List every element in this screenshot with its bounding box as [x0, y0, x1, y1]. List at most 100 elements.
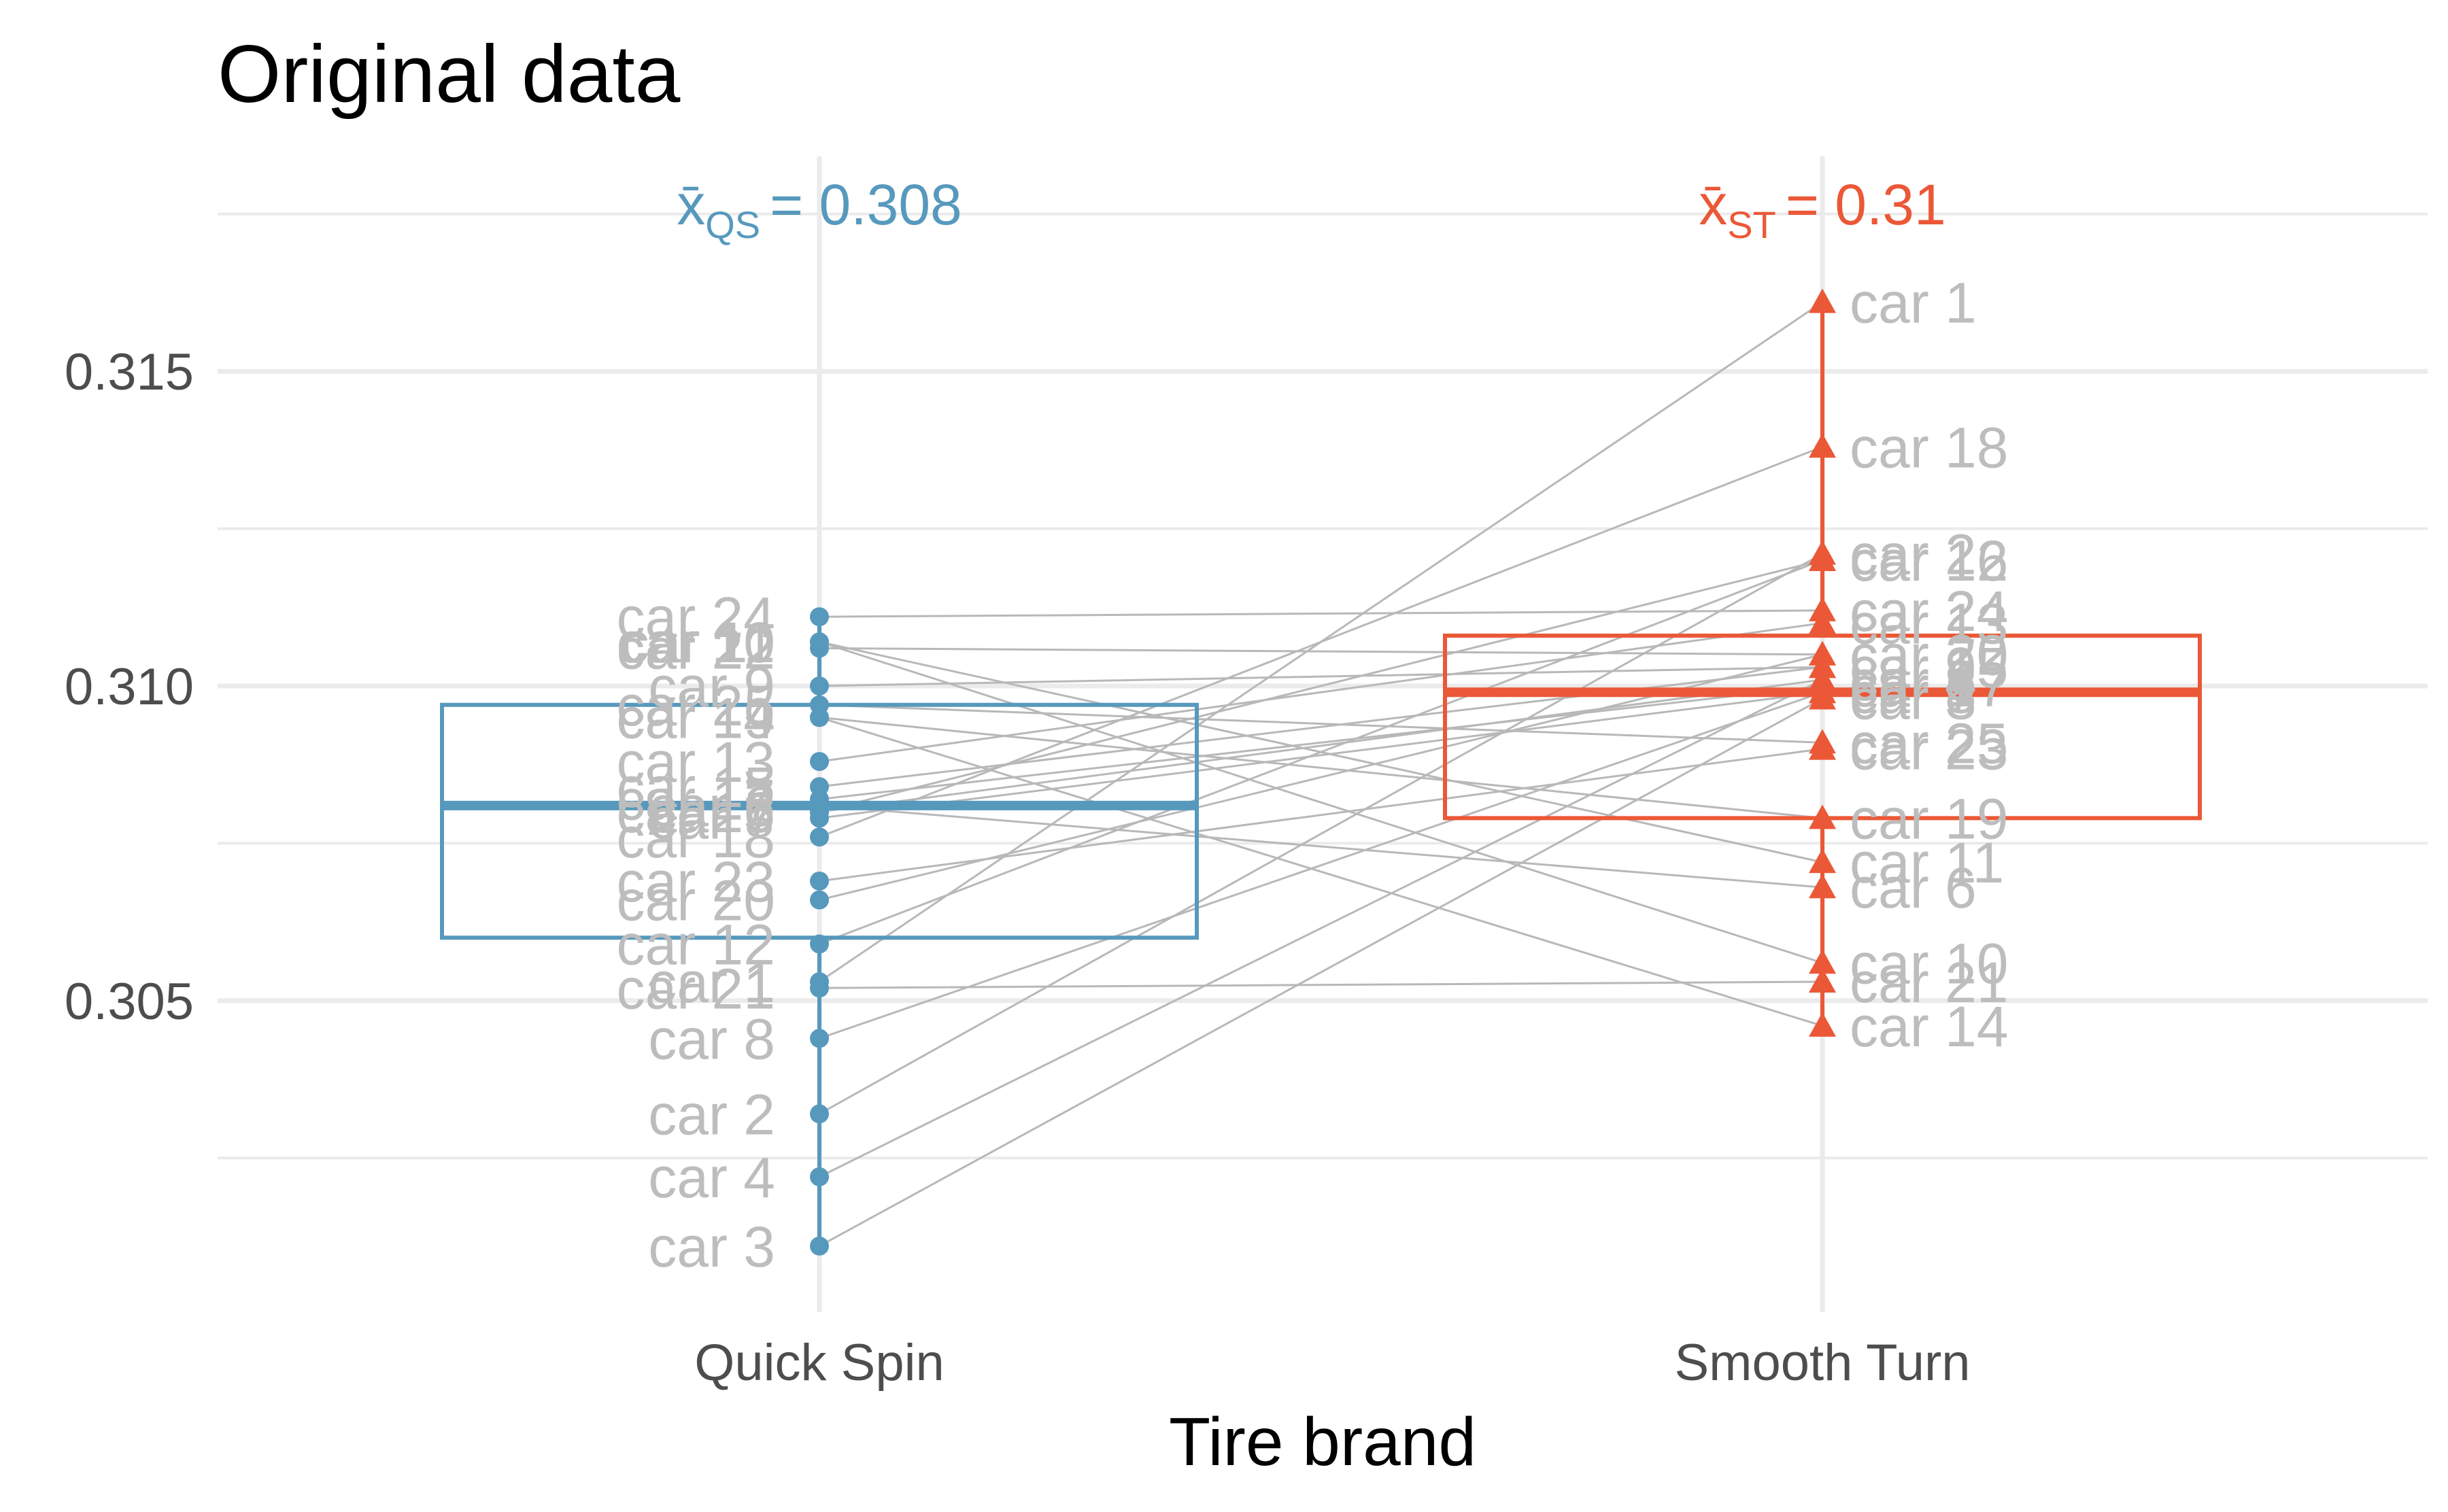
- mean-symbol: x̄: [677, 173, 705, 237]
- quick-spin-point-label: car 4: [648, 1146, 775, 1209]
- quick-spin-point-label: car 21: [617, 957, 775, 1020]
- quick-spin-point: [810, 638, 829, 658]
- pair-line: [819, 640, 1823, 964]
- smooth-turn-point: [1809, 804, 1836, 829]
- quick-spin-point-label: car 19: [617, 686, 775, 750]
- quick-spin-point: [810, 934, 829, 954]
- smooth-turn-point: [1809, 874, 1836, 899]
- quick-spin-point-label: car 10: [617, 611, 775, 674]
- smooth-turn-point-label: car 18: [1850, 415, 2008, 479]
- pair-line: [819, 553, 1823, 1115]
- smooth-turn-point-label: car 5: [1850, 649, 1977, 712]
- quick-spin-point: [810, 789, 829, 809]
- quick-spin-point-label: car 11: [621, 611, 775, 674]
- smooth-turn-point: [1809, 596, 1836, 621]
- pair-line: [819, 691, 1823, 819]
- y-tick-label: 0.305: [65, 973, 194, 1031]
- pair-line: [819, 678, 1823, 1178]
- x-tick-label: Smooth Turn: [1674, 1334, 1970, 1392]
- smooth-turn-point-label: car 11: [1850, 831, 2004, 895]
- quick-spin-point-label: car 2: [648, 1082, 775, 1146]
- quick-spin-point: [810, 1236, 829, 1256]
- mean-symbol: x̄: [1699, 173, 1727, 237]
- pair-line: [819, 609, 1823, 618]
- quick-spin-point-label: car 24: [617, 585, 775, 649]
- x-tick-label: Quick Spin: [694, 1334, 945, 1392]
- smooth-turn-point-label: car 2: [1850, 523, 1977, 587]
- smooth-turn-point: [1809, 949, 1836, 974]
- smooth-turn-point: [1809, 653, 1836, 678]
- quick-spin-point-label: car 23: [617, 850, 775, 914]
- quick-spin-point-label: car 1: [648, 950, 775, 1014]
- smooth-turn-point-label: car 25: [1850, 711, 2008, 775]
- pair-line: [819, 621, 1823, 763]
- smooth-turn-point-label: car 1: [1850, 271, 1977, 334]
- quick-spin-point: [810, 1167, 829, 1186]
- smooth-turn-point-label: car 6: [1850, 856, 1977, 920]
- y-tick-label: 0.310: [65, 658, 194, 716]
- pair-line: [819, 666, 1823, 687]
- quick-spin-point-label: car 5: [648, 780, 775, 844]
- smooth-turn-point-label: car 17: [1850, 655, 2008, 719]
- pair-line: [819, 704, 1823, 744]
- quick-spin-point: [810, 871, 829, 891]
- pair-line: [819, 559, 1823, 813]
- mean-subscript: ST: [1727, 203, 1776, 246]
- smooth-turn-point: [1809, 1012, 1836, 1037]
- pair-line: [819, 647, 1823, 656]
- smooth-turn-point: [1809, 546, 1836, 571]
- quick-spin-point-label: car 16: [617, 780, 775, 844]
- quick-spin-point-label: car 3: [648, 1215, 775, 1279]
- smooth-turn-point-label: car 23: [1850, 718, 2008, 782]
- quick-spin-point-label: car 6: [648, 774, 775, 838]
- chart-title: Original data: [218, 29, 681, 120]
- quick-spin-point-label: car 8: [648, 1007, 775, 1071]
- smooth-turn-point-label: car 10: [1850, 931, 2008, 995]
- smooth-turn-point-label: car 3: [1850, 668, 1977, 732]
- quick-spin-point: [810, 978, 829, 998]
- points: [810, 288, 1836, 1256]
- smooth-turn-point: [1809, 729, 1836, 754]
- quick-spin-point-label: car 9: [648, 655, 775, 719]
- pair-line: [819, 698, 1823, 1248]
- pair-line: [819, 678, 1823, 813]
- quick-spin-point-label: car 15: [617, 755, 775, 819]
- smooth-turn-point: [1809, 609, 1836, 634]
- quick-spin-point-label: car 20: [617, 869, 775, 933]
- smooth-turn-point-label: car 8: [1850, 661, 1977, 725]
- quick-spin-point-label: car 18: [617, 806, 775, 870]
- quick-spin-point-label: car 14: [617, 686, 775, 750]
- smooth-turn-point-label: car 9: [1850, 636, 1977, 700]
- smooth-turn-point-label: car 22: [1850, 623, 2008, 687]
- mean-value: = 0.308: [770, 173, 962, 237]
- smooth-turn-point: [1809, 968, 1836, 993]
- smooth-turn-point-label: car 13: [1850, 591, 2008, 655]
- smooth-turn-point-label: car 21: [1850, 950, 2008, 1014]
- y-axis-ticks: 0.305 0.310 0.315: [65, 343, 194, 1031]
- quick-spin-point: [810, 1104, 829, 1124]
- quick-spin-point: [810, 676, 829, 696]
- quick-spin-point: [810, 607, 829, 627]
- smooth-turn-point-label: car 4: [1850, 649, 1977, 712]
- quick-spin-point: [810, 890, 829, 910]
- mean-value: = 0.31: [1786, 173, 1946, 237]
- smooth-turn-point-label: car 20: [1850, 623, 2008, 687]
- pair-line: [819, 666, 1823, 788]
- smooth-turn-point-label: car 16: [1850, 529, 2008, 593]
- quick-spin-point-label: car 25: [617, 674, 775, 738]
- smooth-turn-point: [1809, 640, 1836, 666]
- pair-line: [819, 716, 1823, 819]
- smooth-turn-point-label: car 15: [1850, 636, 2008, 700]
- mean-labels: x̄QS = 0.308 x̄ST = 0.31: [677, 173, 1945, 246]
- mean-subscript: QS: [705, 203, 760, 246]
- x-axis-ticks: Quick Spin Smooth Turn: [694, 1334, 1970, 1392]
- smooth-turn-point-label: car 7: [1850, 661, 1977, 725]
- pair-line: [819, 716, 1823, 1027]
- grid: [218, 156, 2428, 1312]
- quick-spin-point-label: car 7: [648, 787, 775, 850]
- quick-spin-point-label: car 22: [617, 617, 775, 681]
- pair-line: [819, 685, 1823, 801]
- pair-line: [819, 559, 1823, 945]
